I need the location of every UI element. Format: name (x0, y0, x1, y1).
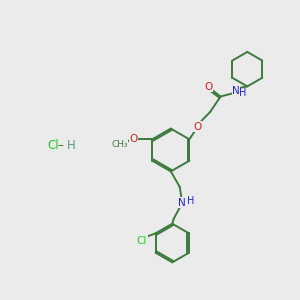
Text: O: O (194, 122, 202, 132)
Text: Cl: Cl (137, 236, 147, 246)
Text: N: N (178, 198, 185, 208)
Text: H: H (68, 139, 76, 152)
Text: H: H (239, 88, 246, 98)
Text: –: – (57, 139, 63, 152)
Text: Cl: Cl (47, 139, 59, 152)
Text: CH₃: CH₃ (111, 140, 128, 149)
Text: H: H (187, 196, 194, 206)
Text: N: N (232, 85, 240, 96)
Text: O: O (205, 82, 213, 92)
Text: O: O (129, 134, 137, 144)
